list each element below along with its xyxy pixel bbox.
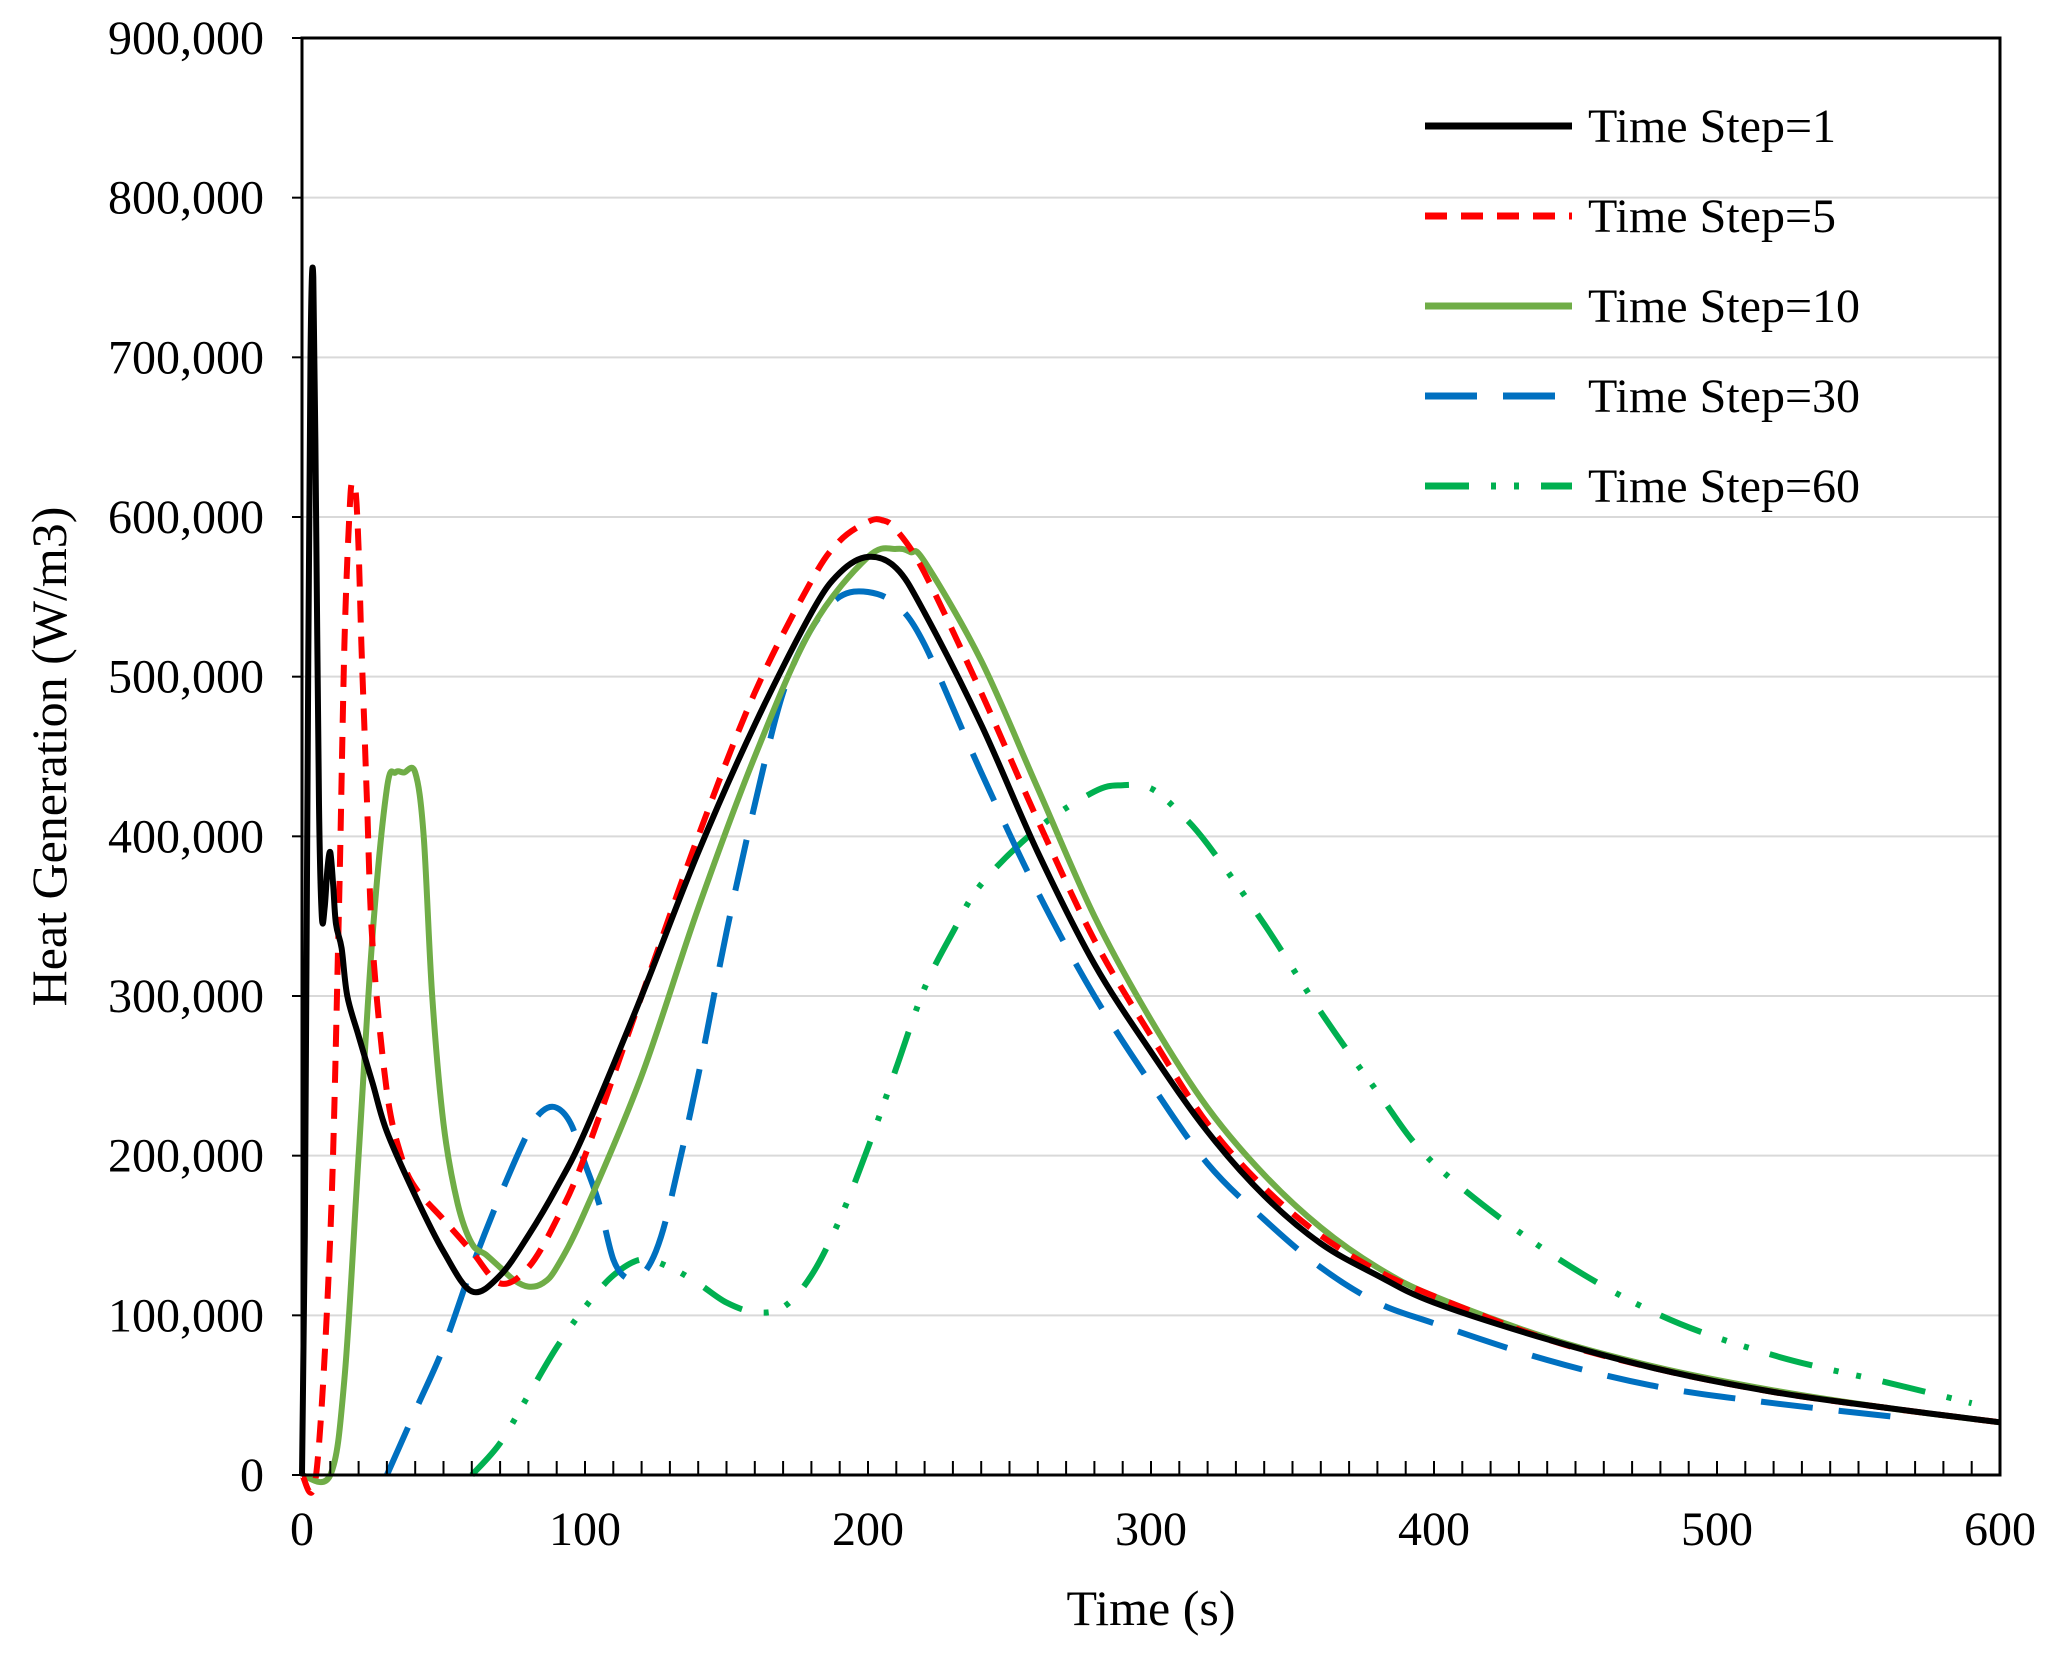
series-line-time-step-1 bbox=[299, 264, 2001, 1476]
plot-frame bbox=[300, 36, 2002, 1477]
x-tick-label-4: 400 bbox=[1398, 1503, 1470, 1556]
y-tick-label-8: 800,000 bbox=[108, 172, 264, 225]
series-line-time-step-5 bbox=[299, 480, 2001, 1496]
y-tick-label-1: 100,000 bbox=[108, 1289, 264, 1342]
legend-label-time-step-60: Time Step=60 bbox=[1588, 460, 1860, 513]
x-axis-title: Time (s) bbox=[1066, 1580, 1235, 1636]
x-tick-label-5: 500 bbox=[1681, 1503, 1753, 1556]
x-tick-label-2: 200 bbox=[832, 1503, 904, 1556]
y-tick-label-7: 700,000 bbox=[108, 331, 264, 384]
x-tick-label-3: 300 bbox=[1115, 1503, 1187, 1556]
legend-label-time-step-5: Time Step=5 bbox=[1588, 190, 1836, 243]
legend-label-time-step-1: Time Step=1 bbox=[1588, 100, 1836, 153]
y-tick-label-3: 300,000 bbox=[108, 970, 264, 1023]
axes bbox=[300, 36, 2002, 1477]
tick-marks bbox=[292, 37, 2001, 1476]
y-tick-label-9: 900,000 bbox=[108, 12, 264, 65]
y-tick-label-6: 600,000 bbox=[108, 491, 264, 544]
y-axis-title: Heat Generation (W/m3) bbox=[21, 507, 77, 1007]
legend-label-time-step-30: Time Step=30 bbox=[1588, 370, 1860, 423]
series-line-time-step-60 bbox=[469, 781, 1973, 1478]
y-tick-label-5: 500,000 bbox=[108, 651, 264, 704]
x-tick-label-0: 0 bbox=[290, 1503, 314, 1556]
y-tick-label-4: 400,000 bbox=[108, 810, 264, 863]
series-lines bbox=[299, 264, 2001, 1496]
y-tick-label-0: 0 bbox=[240, 1449, 264, 1502]
tick-labels: 0 100,000 200,000 300,000 400,000 500,000 600,… bbox=[108, 12, 2036, 1556]
x-tick-label-6: 600 bbox=[1964, 1503, 2036, 1556]
legend: Time Step=1 Time Step=5 Time Step=10 Time S… bbox=[1425, 100, 1860, 513]
y-tick-label-2: 200,000 bbox=[108, 1130, 264, 1183]
legend-label-time-step-10: Time Step=10 bbox=[1588, 280, 1860, 333]
x-tick-label-1: 100 bbox=[549, 1503, 621, 1556]
series-line-time-step-10 bbox=[301, 545, 2001, 1486]
